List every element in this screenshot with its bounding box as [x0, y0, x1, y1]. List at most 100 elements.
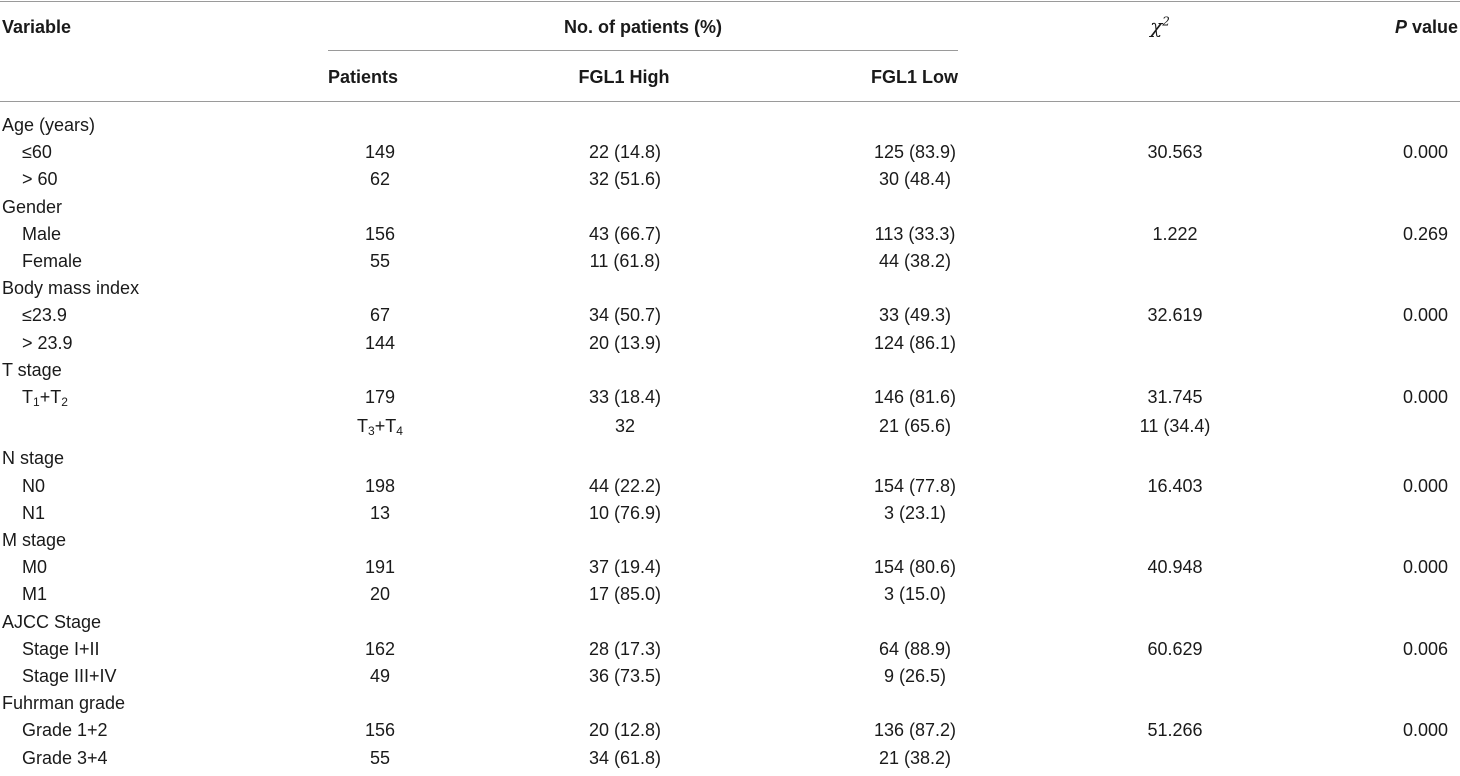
row-label: Stage I+II [22, 638, 100, 659]
cell-chi-square: 30.563 [1147, 142, 1203, 163]
cell-patients: 13 [369, 502, 391, 523]
row-label: N1 [22, 502, 46, 523]
cell-fgl1-low: 113 (33.3) [874, 223, 956, 244]
row-label: N0 [22, 475, 46, 496]
cell-fgl1-high: 32 [614, 416, 636, 437]
cell-patients: 162 [364, 638, 396, 659]
row-label: M0 [22, 557, 48, 578]
cell-fgl1-low: 154 (77.8) [873, 475, 957, 496]
row-label: T1+T2 [22, 387, 68, 409]
cell-fgl1-low: 30 (48.4) [878, 169, 952, 190]
top-rule [0, 1, 1460, 2]
cell-patients: 156 [364, 223, 396, 244]
category-row: AJCC Stage [0, 609, 1460, 636]
table-row: ≤60 149 22 (14.8) 125 (83.9) 30.563 0.000 [0, 139, 1460, 166]
table-row: M0 191 37 (19.4) 154 (80.6) 40.948 0.000 [0, 554, 1460, 581]
cell-fgl1-high: 28 (17.3) [588, 638, 662, 659]
cell-fgl1-high: 36 (73.5) [588, 666, 662, 686]
header-fgl1-low: FGL1 Low [871, 67, 958, 87]
header-fgl1-high: FGL1 High [578, 67, 670, 87]
cell-patients: 156 [364, 720, 396, 741]
cell-fgl1-low: 3 (23.1) [883, 502, 947, 523]
category-label: Body mass index [2, 278, 140, 299]
cell-fgl1-low: 154 (80.6) [873, 557, 957, 578]
cell-chi-square: 1.222 [1152, 223, 1198, 244]
cell-p-value: 0.000 [1402, 387, 1448, 407]
cell-p-value: 0.269 [1402, 223, 1448, 244]
cell-p-value: 0.000 [1402, 557, 1448, 578]
table-row: ≤23.9 67 34 (50.7) 33 (49.3) 32.619 0.000 [0, 302, 1460, 329]
row-label: M1 [22, 584, 48, 605]
table-row: Stage III+IV 49 36 (73.5) 9 (26.5) [0, 663, 1460, 690]
cell-patients: 55 [369, 747, 391, 768]
cell-p-value: 0.000 [1402, 142, 1448, 163]
table-row: > 60 62 32 (51.6) 30 (48.4) [0, 166, 1460, 193]
header-variable: Variable [2, 17, 72, 37]
cell-fgl1-high: 11 (61.8) [589, 251, 661, 271]
cell-patients: 179 [364, 387, 396, 407]
cell-fgl1-low: 3 (15.0) [883, 584, 947, 605]
category-label: Gender [2, 196, 63, 217]
cell-fgl1-high: 33 (18.4) [588, 387, 662, 407]
cell-p-value: 0.000 [1402, 720, 1448, 741]
table-row: T3+T4 32 21 (65.6) 11 (34.4) [0, 413, 1460, 440]
cell-patients: 198 [364, 475, 396, 496]
row-label: > 60 [22, 169, 58, 190]
row-label: Male [22, 223, 62, 244]
header-patients: Patients [328, 67, 399, 87]
table-row: N1 13 10 (76.9) 3 (23.1) [0, 500, 1460, 527]
cell-fgl1-high: 10 (76.9) [588, 502, 662, 523]
row-label: Grade 3+4 [22, 747, 108, 768]
cell-fgl1-low: 33 (49.3) [878, 305, 952, 326]
cell-patients: 20 [369, 584, 391, 605]
category-row: M stage [0, 527, 1460, 554]
header-chi-square: χ2 [1150, 14, 1170, 38]
cell-patients: 62 [369, 169, 391, 190]
cell-fgl1-low: 146 (81.6) [873, 387, 957, 407]
table-row: Grade 1+2 156 20 (12.8) 136 (87.2) 51.266 0.0… [0, 717, 1460, 744]
cell-chi-square: 11 (34.4) [1139, 416, 1211, 437]
cell-patients: 144 [364, 332, 396, 353]
cell-patients: 67 [369, 305, 391, 326]
cell-fgl1-low: 21 (38.2) [878, 747, 952, 768]
category-row: Age (years) [0, 112, 1460, 139]
category-label: T stage [2, 359, 62, 380]
cell-fgl1-high: 20 (12.8) [588, 720, 662, 741]
row-label: Grade 1+2 [22, 720, 108, 741]
cell-p-value: 0.000 [1402, 475, 1448, 496]
cell-chi-square: 16.403 [1147, 475, 1203, 496]
table-row: Grade 3+4 55 34 (61.8) 21 (38.2) [0, 745, 1460, 772]
cell-fgl1-high: 17 (85.0) [588, 584, 662, 605]
header-patient-counts: No. of patients (%) [564, 17, 722, 37]
cell-patients: 191 [364, 557, 396, 578]
cell-fgl1-low: 136 (87.2) [873, 720, 957, 741]
category-label: AJCC Stage [2, 611, 102, 632]
cell-p-value: 0.006 [1402, 638, 1448, 659]
cell-p-value: 0.000 [1402, 305, 1448, 326]
table-row: Male 156 43 (66.7) 113 (33.3) 1.222 0.269 [0, 221, 1460, 248]
cell-fgl1-high: 44 (22.2) [588, 475, 662, 496]
row-label: > 23.9 [22, 332, 73, 353]
table-row: Stage I+II 162 28 (17.3) 64 (88.9) 60.629 0.0… [0, 636, 1460, 663]
cell-fgl1-high: 20 (13.9) [588, 332, 662, 353]
cell-fgl1-high: 43 (66.7) [588, 223, 662, 244]
row-label: T3+T4 [357, 416, 403, 439]
cell-fgl1-high: 32 (51.6) [588, 169, 662, 190]
cell-fgl1-low: 44 (38.2) [878, 251, 952, 271]
row-label: ≤60 [22, 142, 52, 163]
table-row: N0 198 44 (22.2) 154 (77.8) 16.403 0.000 [0, 473, 1460, 500]
cell-fgl1-low: 124 (86.1) [873, 332, 957, 353]
category-label: N stage [2, 448, 65, 469]
group-rule [328, 50, 958, 51]
row-label: Female [22, 251, 83, 271]
header-rule [0, 101, 1460, 102]
row-label: ≤23.9 [22, 305, 67, 326]
cell-fgl1-high: 37 (19.4) [588, 557, 662, 578]
table-row: T1+T2 179 33 (18.4) 146 (81.6) 31.745 0.000 [0, 384, 1460, 411]
table-row: > 23.9 144 20 (13.9) 124 (86.1) [0, 330, 1460, 357]
category-row: T stage [0, 357, 1460, 384]
category-label: M stage [2, 530, 67, 550]
cell-chi-square: 40.948 [1147, 557, 1203, 578]
category-row: Body mass index [0, 275, 1460, 302]
